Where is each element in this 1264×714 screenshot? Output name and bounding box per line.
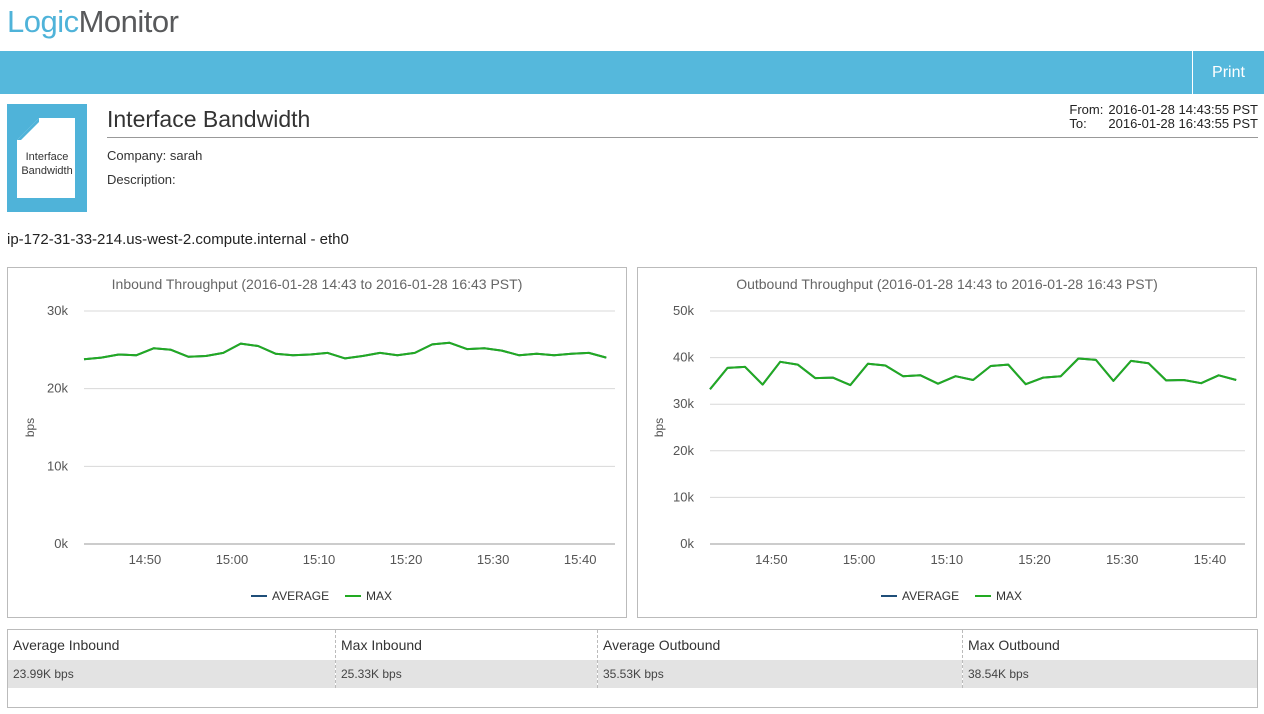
stat-header: Max Inbound <box>341 637 422 653</box>
x-tick-label: 15:10 <box>931 552 964 567</box>
legend-label-average[interactable]: AVERAGE <box>902 589 959 603</box>
stat-average-outbound: Average Outbound 35.53K bps <box>598 630 963 688</box>
report-icon-label: Interface Bandwidth <box>13 150 81 178</box>
inbound-chart-panel: Inbound Throughput (2016-01-28 14:43 to … <box>7 267 627 618</box>
x-tick-label: 15:40 <box>564 552 597 567</box>
legend-label-max[interactable]: MAX <box>366 589 392 603</box>
logo-text-logic: Logic <box>7 4 79 39</box>
print-button[interactable]: Print <box>1192 51 1264 94</box>
y-axis-label: bps <box>652 418 666 437</box>
stat-value: 38.54K bps <box>963 660 1257 688</box>
stat-value: 35.53K bps <box>598 660 962 688</box>
y-tick-label: 30k <box>673 396 694 411</box>
date-from-value: 2016-01-28 14:43:55 PST <box>1108 102 1258 117</box>
x-tick-label: 15:20 <box>390 552 423 567</box>
legend-label-max[interactable]: MAX <box>996 589 1022 603</box>
stat-value: 23.99K bps <box>8 660 335 688</box>
stat-header: Average Inbound <box>13 637 120 653</box>
stat-average-inbound: Average Inbound 23.99K bps <box>8 630 336 688</box>
description-label: Description: <box>107 172 176 187</box>
y-tick-label: 0k <box>54 536 68 551</box>
x-tick-label: 15:30 <box>1106 552 1139 567</box>
date-range: From: 2016-01-28 14:43:55 PST To: 2016-0… <box>1069 103 1258 131</box>
legend-label-average[interactable]: AVERAGE <box>272 589 329 603</box>
x-tick-label: 15:10 <box>303 552 336 567</box>
y-axis-label: bps <box>23 418 37 437</box>
x-tick-label: 15:00 <box>843 552 876 567</box>
outbound-throughput-chart: Outbound Throughput (2016-01-28 14:43 to… <box>652 276 1245 603</box>
y-tick-label: 20k <box>47 381 68 396</box>
company-value: sarah <box>169 148 203 163</box>
stat-value: 25.33K bps <box>336 660 597 688</box>
y-tick-label: 40k <box>673 350 694 365</box>
y-tick-label: 30k <box>47 303 68 318</box>
series-line-max <box>709 357 1237 390</box>
chart-title: Inbound Throughput (2016-01-28 14:43 to … <box>112 276 523 292</box>
date-from-row: From: 2016-01-28 14:43:55 PST <box>1069 103 1258 117</box>
report-icon: Interface Bandwidth <box>7 104 87 212</box>
report-title: Interface Bandwidth <box>107 106 311 132</box>
series-line-average <box>83 341 607 361</box>
stat-header: Max Outbound <box>968 637 1060 653</box>
y-tick-label: 50k <box>673 303 694 318</box>
date-to-row: To: 2016-01-28 16:43:55 PST <box>1069 117 1258 131</box>
inbound-throughput-chart: Inbound Throughput (2016-01-28 14:43 to … <box>23 276 615 603</box>
report-icon-line1: Interface <box>25 151 69 163</box>
report-icon-line2: Bandwidth <box>21 165 73 177</box>
x-tick-label: 15:40 <box>1194 552 1227 567</box>
series-line-max <box>83 341 607 361</box>
company-line: Company: sarah <box>107 148 202 163</box>
x-tick-label: 14:50 <box>755 552 788 567</box>
stat-header: Average Outbound <box>603 637 721 653</box>
description-line: Description: <box>107 172 176 187</box>
toolbar: Print <box>0 51 1264 94</box>
x-tick-label: 14:50 <box>129 552 162 567</box>
outbound-chart-panel: Outbound Throughput (2016-01-28 14:43 to… <box>637 267 1257 618</box>
stat-max-outbound: Max Outbound 38.54K bps <box>963 630 1257 688</box>
date-to-label: To: <box>1069 116 1087 131</box>
logo-text-monitor: Monitor <box>78 4 179 39</box>
y-tick-label: 10k <box>673 489 694 504</box>
device-name: ip-172-31-33-214.us-west-2.compute.inter… <box>7 231 349 248</box>
y-tick-label: 20k <box>673 443 694 458</box>
logicmonitor-logo: LogicMonitor <box>7 4 179 44</box>
x-tick-label: 15:30 <box>477 552 510 567</box>
x-tick-label: 15:20 <box>1018 552 1051 567</box>
y-tick-label: 0k <box>680 536 694 551</box>
title-divider <box>107 137 1258 138</box>
stat-max-inbound: Max Inbound 25.33K bps <box>336 630 598 688</box>
company-label: Company: <box>107 148 167 163</box>
chart-title: Outbound Throughput (2016-01-28 14:43 to… <box>736 276 1158 292</box>
y-tick-label: 10k <box>47 458 68 473</box>
x-tick-label: 15:00 <box>216 552 249 567</box>
date-from-label: From: <box>1069 102 1104 117</box>
summary-table: Average Inbound 23.99K bps Max Inbound 2… <box>7 629 1258 708</box>
date-to-value: 2016-01-28 16:43:55 PST <box>1108 116 1258 131</box>
